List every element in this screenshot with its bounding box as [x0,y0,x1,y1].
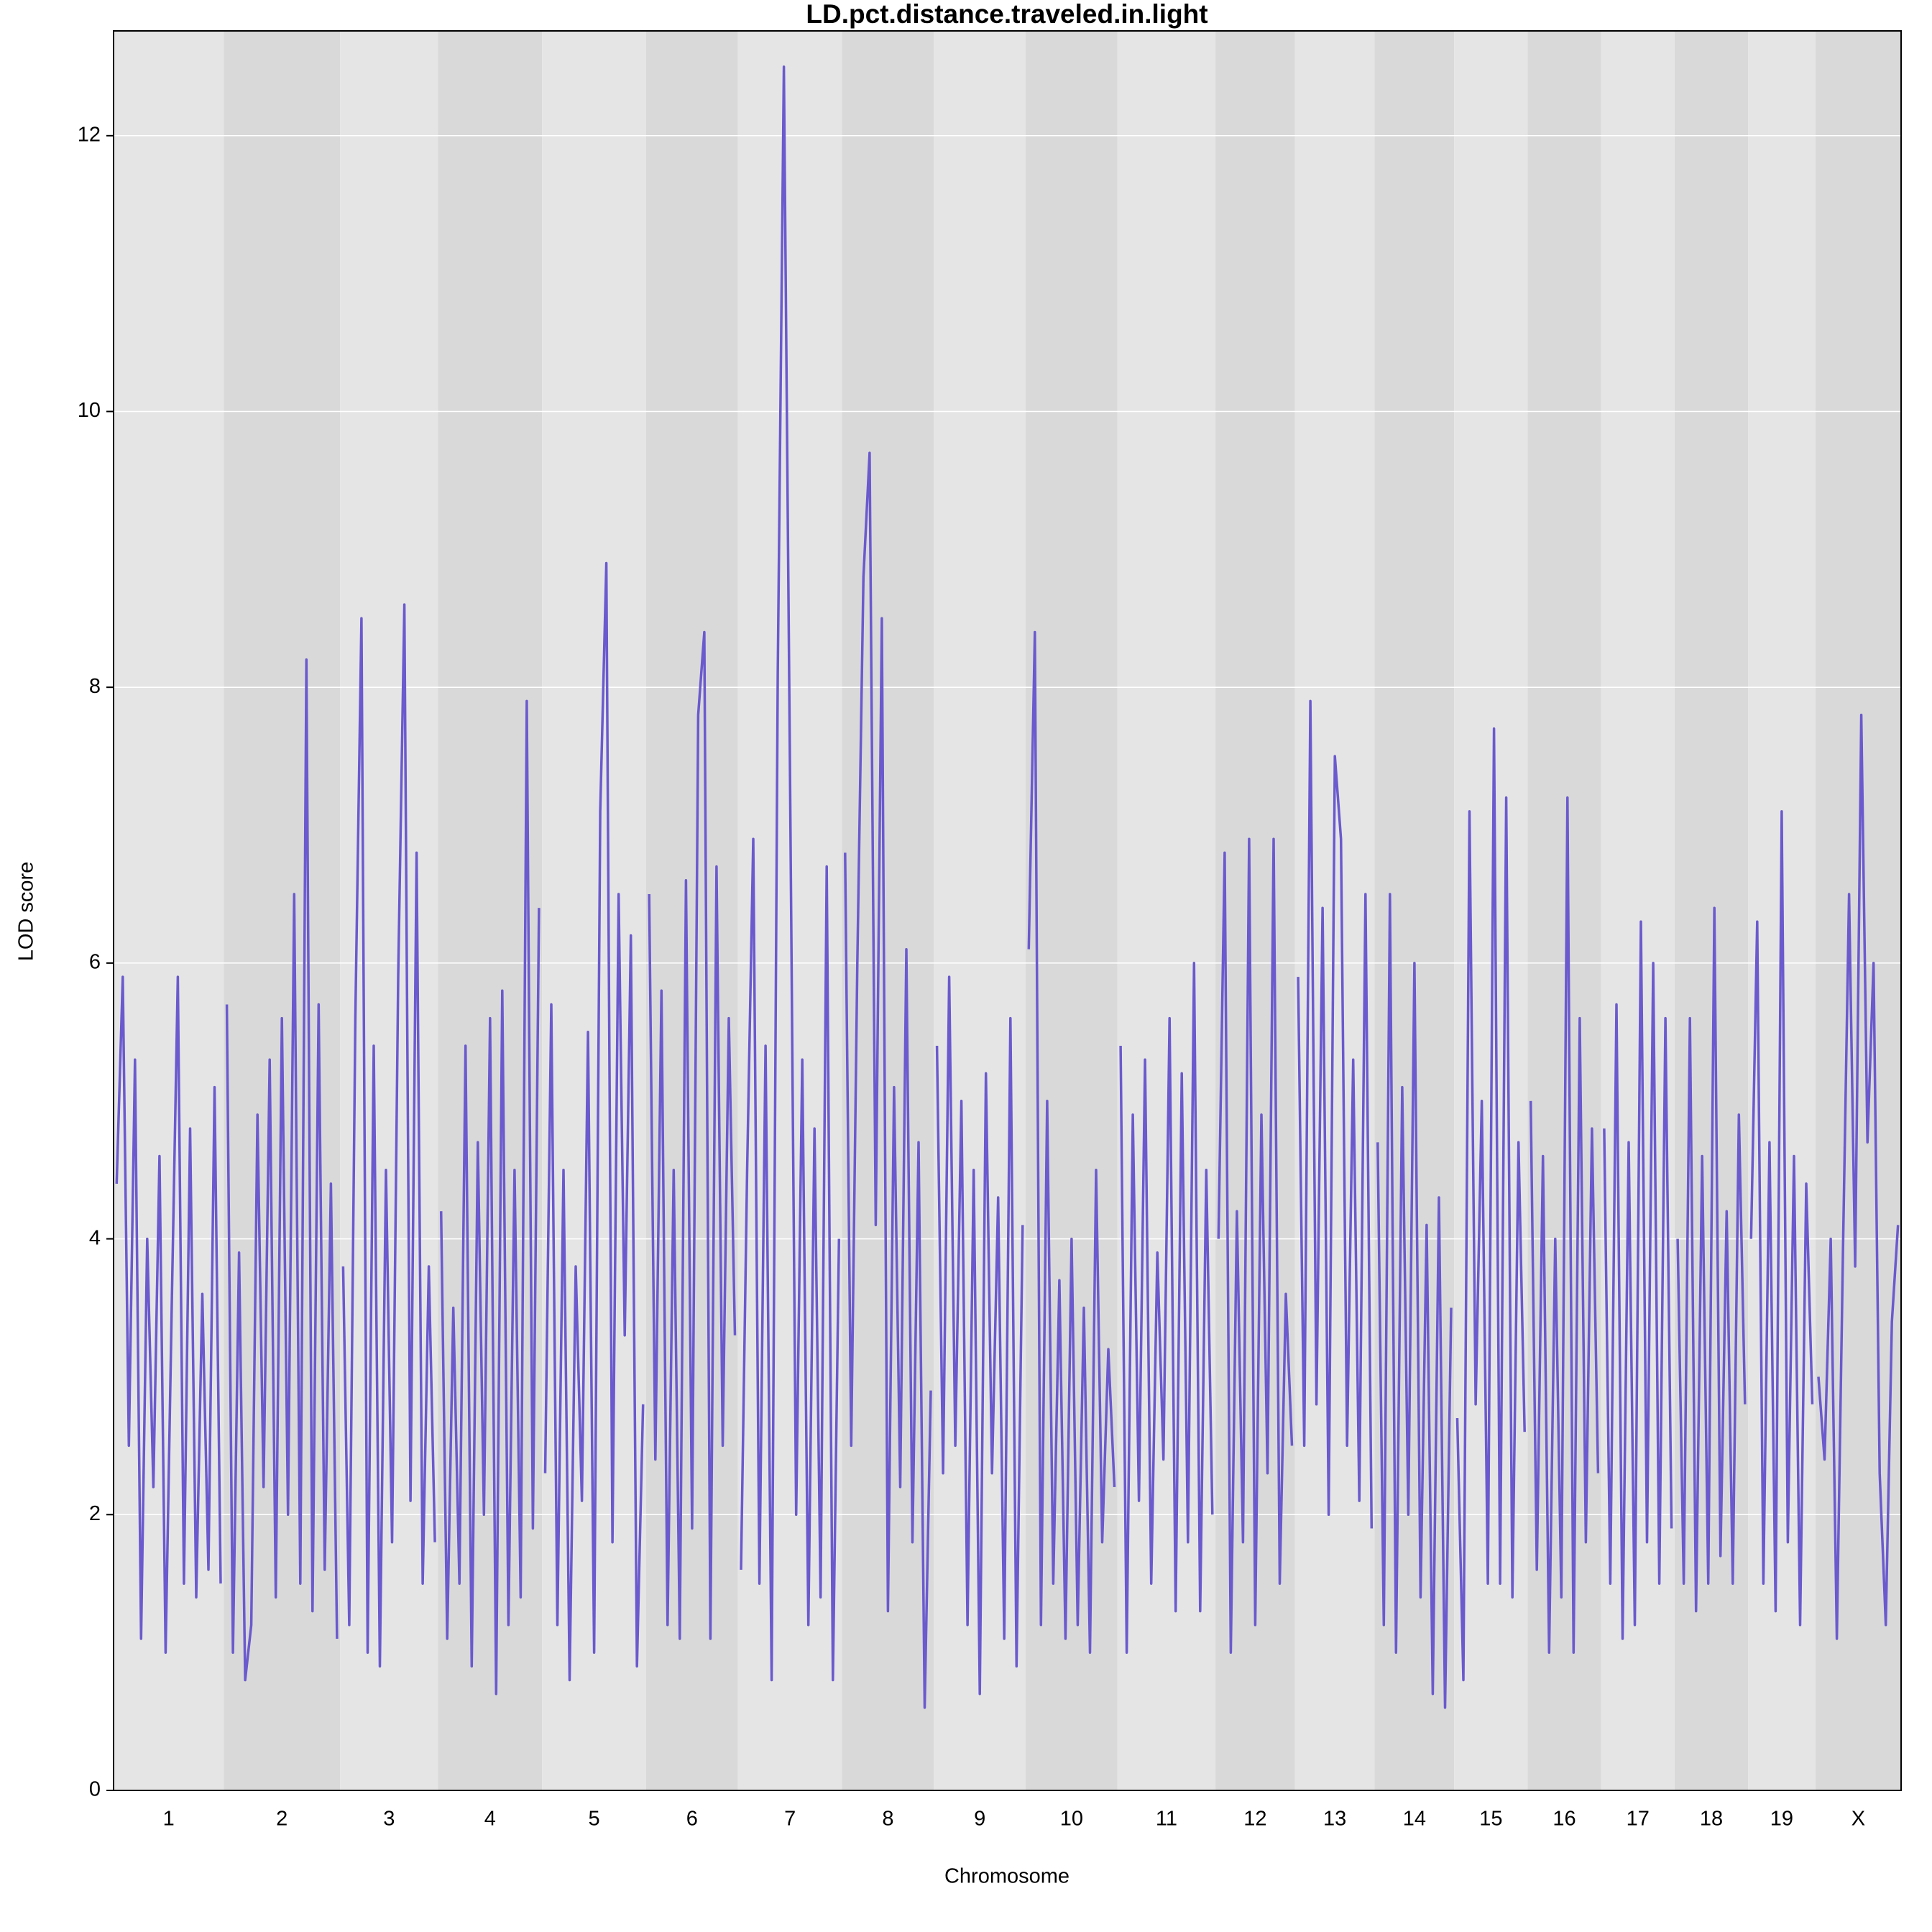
y-tick-label: 12 [78,123,101,146]
x-tick-label: 10 [1060,1808,1083,1831]
chart-title: LD.pct.distance.traveled.in.light [806,0,1208,29]
lod-line [115,975,222,1654]
lod-line [225,658,339,1682]
x-tick-label: 14 [1403,1808,1426,1831]
lod-line [543,561,645,1682]
chromosome-band [1454,31,1528,1790]
lod-line [1376,893,1453,1709]
y-tick-label: 2 [89,1502,101,1525]
x-tick-label: 7 [784,1808,796,1831]
x-tick-label: 4 [484,1808,496,1831]
x-tick-label: 9 [974,1808,985,1831]
chromosome-band [1601,31,1675,1790]
lod-line [648,630,737,1640]
x-tick-label: 17 [1627,1808,1650,1831]
y-tick-label: 10 [78,399,101,422]
lod-line [844,451,932,1709]
y-tick-label: 6 [89,951,101,974]
x-tick-label: 5 [589,1808,600,1831]
lod-line [935,975,1024,1696]
x-tick-label: 15 [1479,1808,1502,1831]
lod-line [1603,920,1673,1640]
x-tick-label: 8 [882,1808,893,1831]
y-axis-label: LOD score [15,862,38,962]
x-axis-label: Chromosome [944,1865,1070,1888]
lod-line [1455,727,1526,1682]
lod-line [1217,837,1294,1654]
lod-line [1027,630,1116,1654]
chromosome-band [1674,31,1749,1790]
chromosome-band [224,31,341,1790]
lod-line [740,65,841,1682]
x-tick-label: 11 [1156,1808,1177,1831]
lod-line [1817,713,1900,1640]
plot-border [113,30,1902,1791]
x-tick-label: X [1852,1808,1865,1831]
x-tick-label: 16 [1552,1808,1576,1831]
lod-line [1529,796,1600,1654]
y-tick-label: 0 [89,1778,101,1801]
lod-line [341,603,436,1668]
x-tick-label: 1 [163,1808,175,1831]
lod-line [1749,810,1814,1627]
x-tick-label: 3 [383,1808,395,1831]
lines [115,65,1900,1709]
lod-line [1119,962,1214,1654]
y-tick-label: 4 [89,1226,101,1249]
lod-line [1297,699,1374,1529]
chromosome-band [934,31,1026,1790]
x-tick-label: 2 [276,1808,288,1831]
x-tick-label: 19 [1770,1808,1793,1831]
x-tick-label: 18 [1700,1808,1723,1831]
x-tick-label: 13 [1323,1808,1346,1831]
lod-line [1676,906,1747,1613]
x-tick-label: 12 [1243,1808,1266,1831]
x-tick-label: 6 [686,1808,698,1831]
lod-line [439,699,540,1696]
y-tick-label: 8 [89,675,101,698]
chromosome-band [1374,31,1455,1790]
chromosome-band [1527,31,1601,1790]
